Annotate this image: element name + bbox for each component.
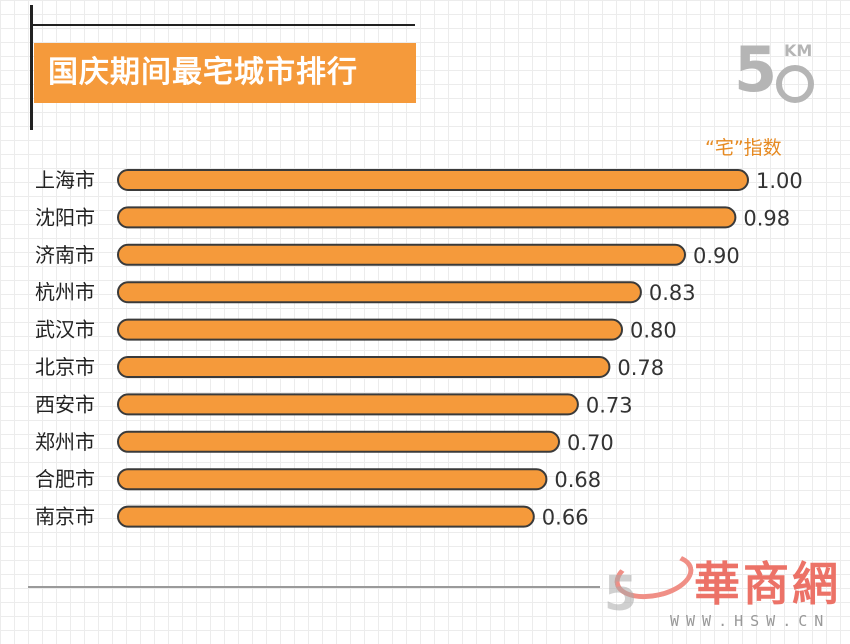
bar [117, 206, 737, 229]
category-label: 郑州市 [35, 430, 95, 454]
bar-chart: 上海市 1.00 沈阳市 0.98 济南市 0.90 杭州市 0.83 武汉市 0.80 北京市 0.… [35, 168, 803, 530]
watermark-url: WWW.HSW.CN [670, 612, 831, 630]
data-label: 0.73 [586, 393, 633, 417]
data-label: 0.78 [617, 356, 664, 380]
bar [117, 468, 548, 491]
logo-ring-icon [776, 65, 814, 103]
watermark-number: 5 [604, 566, 638, 622]
data-label: 0.90 [693, 244, 740, 268]
data-label: 1.00 [756, 169, 803, 193]
bar [117, 393, 579, 416]
category-label: 杭州市 [35, 280, 95, 304]
bar [117, 356, 611, 378]
bar [117, 430, 560, 453]
category-label: 北京市 [35, 355, 95, 379]
data-label: 0.70 [567, 431, 614, 455]
category-label: 武汉市 [35, 318, 95, 342]
chart-title: 国庆期间最宅城市排行 [34, 43, 416, 103]
category-label: 沈阳市 [35, 205, 95, 229]
data-label: 0.98 [743, 206, 790, 230]
bar [117, 243, 686, 266]
data-label: 0.83 [649, 281, 696, 305]
value-axis-label: “宅”指数 [705, 137, 782, 159]
data-label: 0.68 [554, 468, 601, 492]
category-label: 济南市 [35, 243, 95, 267]
logo-number: 5 [734, 33, 778, 106]
category-label: 西安市 [35, 392, 95, 416]
watermark: 5 華商網 WWW.HSW.CN [604, 546, 850, 640]
bar [117, 505, 535, 528]
frame-horizontal-line [30, 24, 415, 26]
category-label: 南京市 [35, 505, 95, 529]
bottom-divider [28, 586, 600, 588]
logo-unit: KM [784, 41, 813, 60]
frame-vertical-line [30, 5, 33, 130]
category-label: 合肥市 [35, 467, 95, 491]
data-label: 0.80 [630, 319, 677, 343]
category-label: 上海市 [35, 168, 95, 192]
watermark-brand: 華商網 [694, 557, 841, 611]
bar [117, 169, 749, 191]
data-label: 0.66 [542, 506, 589, 530]
bar [117, 281, 642, 304]
brand-logo: 5 KM [734, 35, 824, 110]
bar [117, 318, 623, 341]
